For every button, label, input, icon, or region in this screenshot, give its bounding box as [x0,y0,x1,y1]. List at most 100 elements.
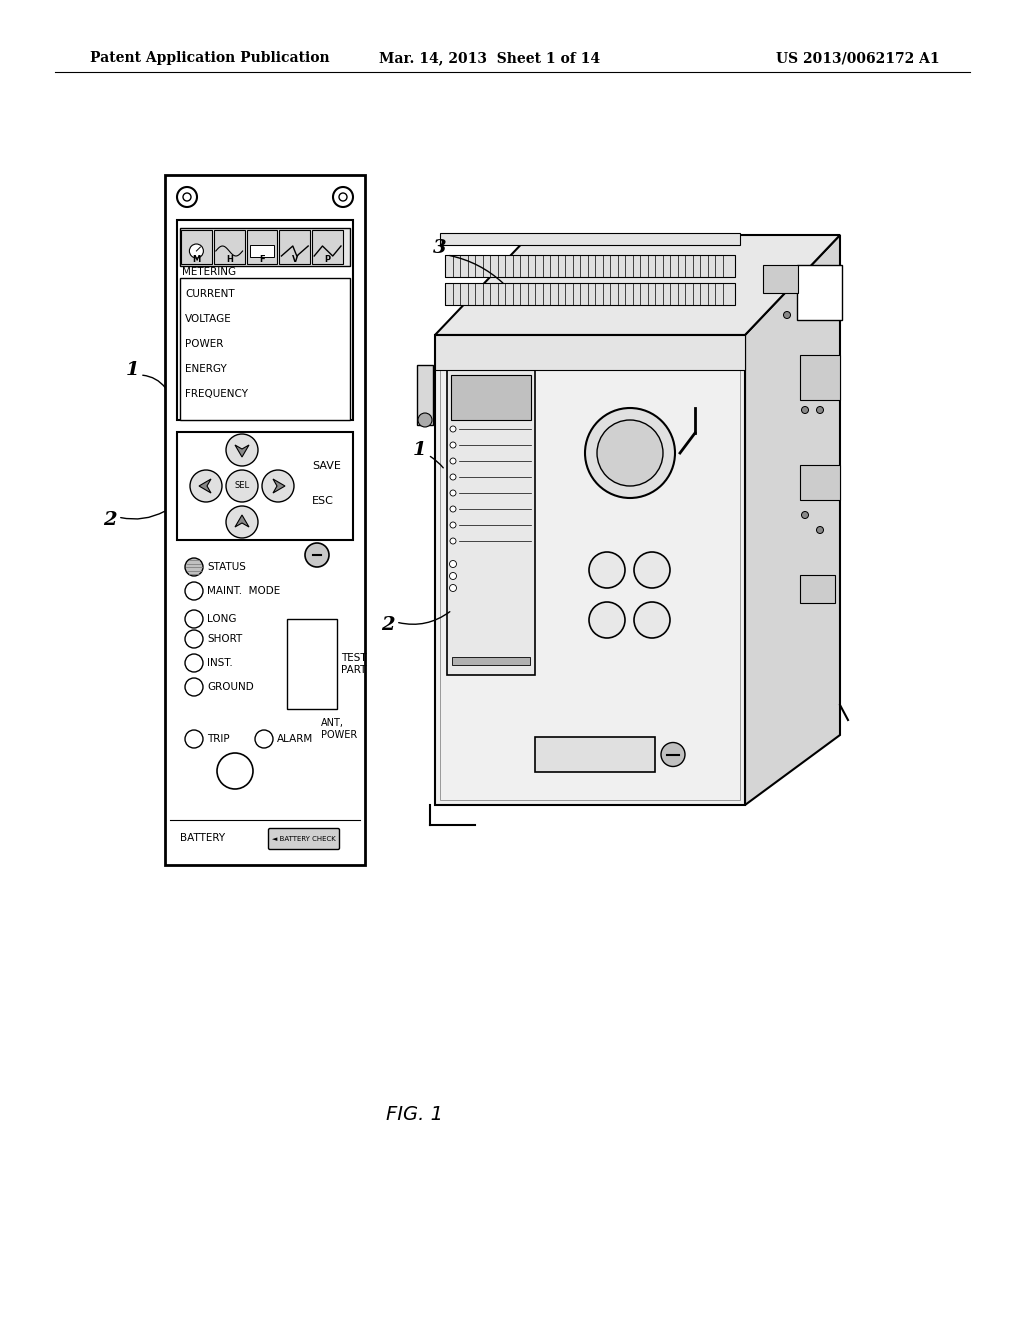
Text: FREQUENCY: FREQUENCY [185,389,248,399]
FancyBboxPatch shape [268,829,340,850]
Bar [435,335,745,805]
Circle shape [255,730,273,748]
Circle shape [226,506,258,539]
Circle shape [783,312,791,318]
Bar [445,255,735,277]
Text: ◄ BATTERY CHECK: ◄ BATTERY CHECK [272,836,336,842]
Bar [180,228,350,267]
Bar [181,230,212,264]
Text: INST.: INST. [207,657,232,668]
Circle shape [634,602,670,638]
Text: METERING: METERING [182,267,237,277]
Bar [440,341,740,800]
Circle shape [450,561,457,568]
Circle shape [185,678,203,696]
Bar [435,335,745,370]
Bar [280,230,310,264]
Text: POWER: POWER [185,339,223,348]
Bar [287,619,337,709]
Text: LONG: LONG [207,614,237,624]
Text: 3: 3 [433,239,446,257]
Bar [763,265,798,293]
Bar [247,230,278,264]
Text: CURRENT: CURRENT [185,289,234,300]
Bar [180,279,350,420]
Bar [177,432,353,540]
Circle shape [226,434,258,466]
Circle shape [217,752,253,789]
Text: GROUND: GROUND [207,682,254,692]
Bar [447,370,535,675]
Text: ENERGY: ENERGY [185,364,226,374]
Circle shape [185,582,203,601]
Circle shape [597,420,663,486]
Circle shape [450,474,456,480]
Circle shape [450,458,456,465]
Circle shape [450,573,457,579]
Polygon shape [273,479,285,492]
Circle shape [450,442,456,447]
Circle shape [450,585,457,591]
Circle shape [333,187,353,207]
Text: MAINT.  MODE: MAINT. MODE [207,586,281,597]
Circle shape [816,407,823,413]
Text: 2: 2 [381,616,395,634]
Text: V: V [292,256,298,264]
Circle shape [189,244,204,257]
Circle shape [183,193,191,201]
Circle shape [450,539,456,544]
Bar [797,265,842,319]
Text: FIG. 1: FIG. 1 [386,1106,443,1125]
Bar [445,282,735,305]
Text: Patent Application Publication: Patent Application Publication [90,51,330,65]
Text: ESC: ESC [312,496,334,506]
Text: US 2013/0062172 A1: US 2013/0062172 A1 [776,51,940,65]
Bar [250,246,274,257]
Text: F: F [259,256,265,264]
Bar [800,576,835,603]
Bar [177,220,353,420]
Polygon shape [745,235,840,805]
Bar [800,465,840,500]
Text: SAVE: SAVE [312,461,341,471]
Polygon shape [234,445,249,457]
Bar [165,176,365,865]
Bar [417,366,433,425]
Circle shape [262,470,294,502]
Circle shape [185,558,203,576]
Bar [800,355,840,400]
Text: TRIP: TRIP [207,734,229,744]
Text: Mar. 14, 2013  Sheet 1 of 14: Mar. 14, 2013 Sheet 1 of 14 [380,51,600,65]
Text: VOLTAGE: VOLTAGE [185,314,231,323]
Circle shape [585,408,675,498]
Polygon shape [234,515,249,527]
Text: H: H [225,256,232,264]
Circle shape [802,407,809,413]
Text: SHORT: SHORT [207,634,243,644]
Bar [451,375,531,420]
Circle shape [226,470,258,502]
Polygon shape [199,479,211,492]
Text: BATTERY: BATTERY [180,833,225,843]
Circle shape [190,470,222,502]
Circle shape [450,490,456,496]
Circle shape [418,413,432,426]
Circle shape [450,521,456,528]
Bar [535,737,655,772]
Circle shape [177,187,197,207]
Polygon shape [435,235,840,335]
Circle shape [305,543,329,568]
Text: ANT,
POWER: ANT, POWER [321,718,357,739]
Text: 1: 1 [414,441,427,459]
Circle shape [589,552,625,587]
Circle shape [450,426,456,432]
Text: P: P [325,256,331,264]
Text: SEL: SEL [234,482,250,491]
Text: 1: 1 [126,360,140,379]
Bar [452,657,530,665]
Text: TEST
PART: TEST PART [341,653,367,675]
Circle shape [185,653,203,672]
Circle shape [662,742,685,767]
Circle shape [185,630,203,648]
Text: ALARM: ALARM [278,734,313,744]
